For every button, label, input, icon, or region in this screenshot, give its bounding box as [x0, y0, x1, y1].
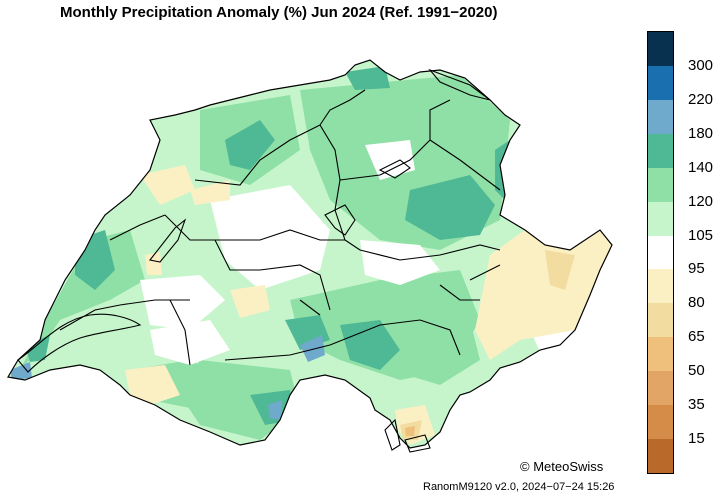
- legend-label: 105: [688, 226, 714, 244]
- legend-color-swatch: [648, 439, 673, 474]
- legend-label: 120: [688, 192, 714, 210]
- legend-label: 300: [688, 56, 714, 74]
- legend-color-swatch: [648, 235, 673, 270]
- lake-lucerne: [324, 204, 356, 236]
- legend-color-swatch: [648, 303, 673, 338]
- legend-color-swatch: [648, 99, 673, 135]
- legend-color-swatch: [648, 133, 673, 169]
- anomaly-80-95-zones: [125, 165, 612, 445]
- legend-label: 15: [688, 430, 705, 448]
- lake-lugano: [404, 434, 431, 453]
- legend-label: 220: [688, 90, 714, 108]
- legend-color-swatch: [648, 371, 673, 406]
- lake-geneva: [17, 313, 142, 373]
- legend-color-swatch: [648, 405, 673, 440]
- legend-color-swatch: [648, 167, 673, 203]
- switzerland-precipitation-map: [7, 59, 613, 453]
- lake-neuchatel: [149, 218, 187, 263]
- legend-color-swatch: [648, 269, 673, 304]
- lake-constance: [428, 68, 491, 101]
- legend-colorbar: [647, 31, 674, 474]
- legend-color-swatch: [648, 32, 673, 67]
- anomaly-95-105-zones: [140, 140, 575, 365]
- legend-label: 80: [688, 294, 705, 312]
- legend-label: 140: [688, 158, 714, 176]
- lakes: [17, 68, 491, 453]
- canton-boundaries: [59, 89, 501, 366]
- legend-color-swatch: [648, 65, 673, 101]
- legend-label: 180: [688, 124, 714, 142]
- map-title: Monthly Precipitation Anomaly (%) Jun 20…: [60, 4, 498, 21]
- legend-label: 95: [688, 260, 705, 278]
- legend-color-swatch: [648, 337, 673, 372]
- legend-label: 35: [688, 396, 705, 414]
- anomaly-180-220-zones: [10, 335, 325, 420]
- lake-maggiore: [384, 418, 401, 451]
- copyright-text: © MeteoSwiss: [520, 459, 604, 474]
- legend-label: 50: [688, 362, 705, 380]
- version-text: RanomM9120 v2.0, 2024−07−24 15:26: [423, 481, 615, 493]
- legend-label: 65: [688, 328, 705, 346]
- legend-color-swatch: [648, 201, 673, 237]
- anomaly-50-65-zones: [405, 426, 415, 436]
- lake-zurich: [378, 159, 411, 179]
